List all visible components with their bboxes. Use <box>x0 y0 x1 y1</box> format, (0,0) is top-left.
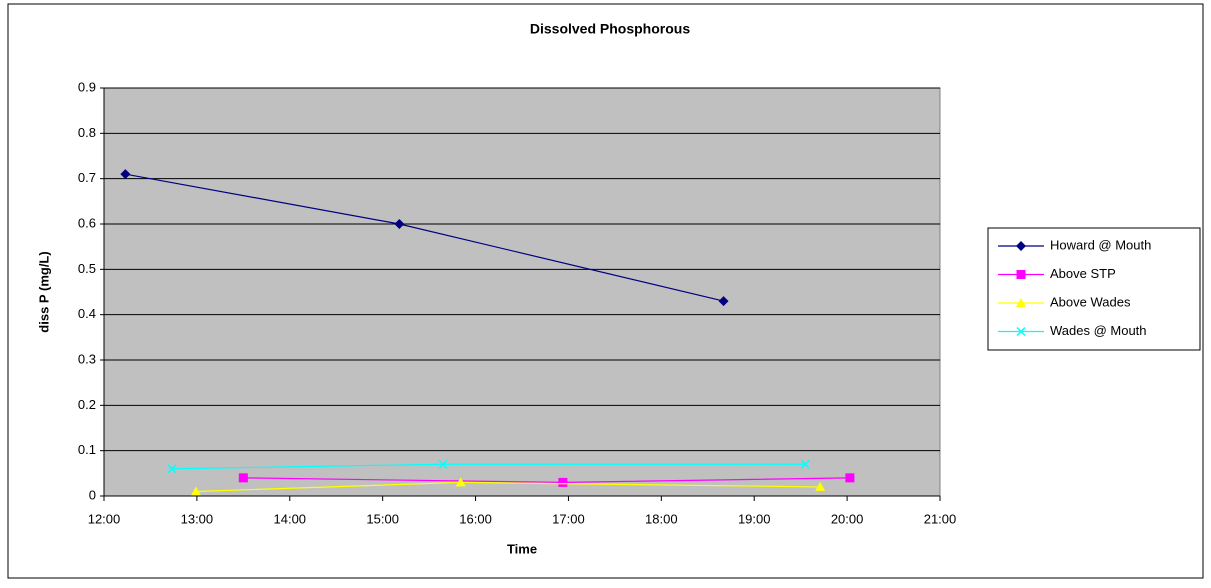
marker <box>438 459 448 469</box>
legend-label: Above STP <box>1050 266 1116 281</box>
y-tick-label: 0.6 <box>78 215 96 230</box>
x-tick-label: 12:00 <box>88 511 121 526</box>
x-tick-label: 14:00 <box>274 511 307 526</box>
marker <box>558 477 568 487</box>
marker <box>718 296 729 307</box>
x-tick-label: 20:00 <box>831 511 864 526</box>
x-tick-label: 16:00 <box>459 511 492 526</box>
marker <box>1016 326 1026 337</box>
marker <box>1016 298 1026 307</box>
x-axis-label: Time <box>507 541 537 556</box>
x-tick-label: 13:00 <box>181 511 214 526</box>
y-tick-label: 0.9 <box>78 79 96 94</box>
y-tick-label: 0 <box>89 487 96 502</box>
marker <box>815 481 826 491</box>
marker <box>845 473 855 483</box>
x-tick-label: 15:00 <box>366 511 399 526</box>
x-tick-label: 21:00 <box>924 511 957 526</box>
y-tick-label: 0.2 <box>78 397 96 412</box>
marker <box>238 473 248 483</box>
y-tick-label: 0.5 <box>78 261 96 276</box>
legend-label: Above Wades <box>1050 294 1131 309</box>
marker <box>1016 270 1026 279</box>
legend-label: Wades @ Mouth <box>1050 323 1147 338</box>
marker <box>394 219 405 229</box>
marker <box>1016 241 1026 251</box>
marker <box>167 464 177 474</box>
marker <box>120 169 131 180</box>
y-tick-label: 0.4 <box>78 306 96 321</box>
y-tick-label: 0.8 <box>78 125 96 140</box>
x-tick-label: 19:00 <box>738 511 771 526</box>
marker <box>455 477 466 487</box>
y-tick-label: 0.3 <box>78 351 96 366</box>
y-tick-label: 0.1 <box>78 442 96 457</box>
y-axis-label: diss P (mg/L) <box>36 251 51 332</box>
chart-title: Dissolved Phosphorous <box>530 21 690 37</box>
x-tick-label: 17:00 <box>552 511 585 526</box>
x-tick-label: 18:00 <box>645 511 678 526</box>
y-tick-label: 0.7 <box>78 170 96 185</box>
legend-label: Howard @ Mouth <box>1050 237 1151 252</box>
marker <box>800 459 810 469</box>
plot-area <box>103 87 941 497</box>
marker <box>190 486 201 496</box>
